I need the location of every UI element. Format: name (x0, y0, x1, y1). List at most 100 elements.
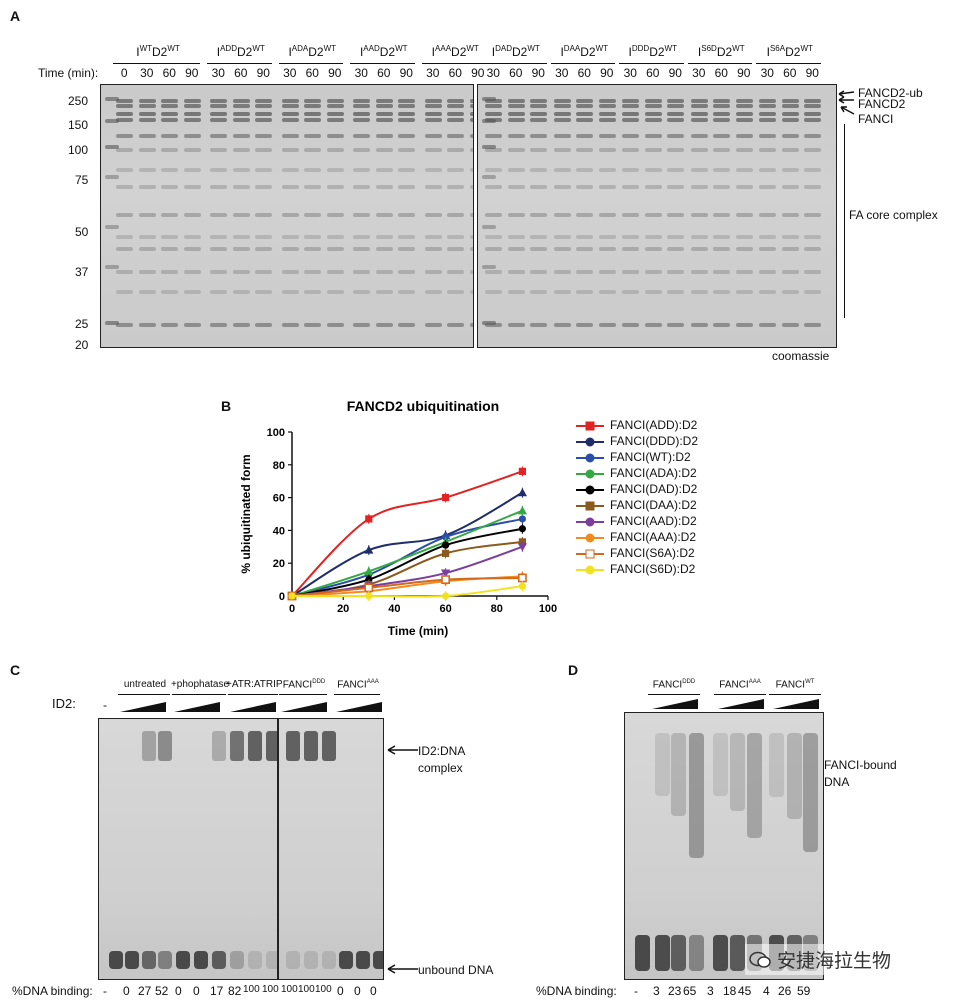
gel-band (210, 213, 227, 217)
gel-band (781, 104, 799, 108)
gel-band (804, 247, 821, 251)
concentration-wedge (120, 702, 166, 712)
gel-band (781, 148, 799, 152)
legend-item: FANCI(DAD):D2 (574, 482, 697, 496)
gel-band (485, 185, 502, 189)
bound-dna-smear (747, 733, 762, 838)
gel-band (507, 270, 525, 274)
lane-group-right-3-base: I (697, 45, 702, 59)
gel-band (232, 290, 250, 294)
gel-band (576, 213, 593, 217)
gel-band (398, 323, 415, 327)
complex-band (248, 731, 262, 761)
gel-band (138, 270, 156, 274)
gel-band (485, 168, 502, 172)
gel-band (469, 118, 473, 122)
time-label: Time (min): (38, 66, 99, 80)
gel-band (735, 168, 753, 172)
gel-band (485, 104, 502, 108)
data-point (441, 569, 451, 578)
binding-value: 27 (138, 984, 152, 998)
gel-band (398, 134, 415, 138)
gel-band (424, 99, 442, 103)
unbound-dna-band (248, 951, 262, 969)
gel-band (507, 213, 525, 217)
gel-band (622, 213, 639, 217)
gel-band (598, 118, 616, 122)
time-point: 60 (162, 66, 176, 80)
lane-group-left-1-sup: ADD (220, 44, 237, 53)
gel-band (690, 168, 708, 172)
time-point: 90 (531, 66, 545, 80)
gel-band (804, 104, 821, 108)
y-axis-label: % ubiquitinated form (239, 454, 253, 573)
time-point: 30 (555, 66, 569, 80)
gel-band (644, 235, 662, 239)
gel-band (553, 148, 571, 152)
data-point (517, 573, 527, 583)
gel-band (713, 118, 730, 122)
lane-group-left-3-base: I (359, 45, 364, 59)
gel-band (598, 235, 616, 239)
y-tick-label: 40 (273, 525, 285, 537)
gel-band (375, 213, 393, 217)
series-line-3 (291, 509, 523, 597)
time-point: 30 (760, 66, 774, 80)
legend-swatch (576, 565, 604, 575)
gel-band (469, 290, 473, 294)
gel-band (375, 168, 393, 172)
bound-dna-smear (671, 733, 686, 816)
lane-group-line (648, 694, 700, 695)
legend-label: FANCI(S6A):D2 (610, 546, 695, 560)
gel-band (232, 323, 250, 327)
time-point: 60 (234, 66, 248, 80)
gel-band (735, 99, 753, 103)
gel-band (530, 235, 547, 239)
unbound-dna-band (230, 951, 244, 969)
binding-value: 52 (155, 984, 169, 998)
gel-band (690, 185, 708, 189)
legend-item: FANCI(DAA):D2 (574, 498, 697, 512)
gel-band (326, 134, 344, 138)
gel-band (553, 112, 571, 116)
concentration-wedge (336, 702, 382, 712)
legend-swatch (576, 517, 604, 527)
gel-band (713, 270, 730, 274)
gel-band (232, 148, 250, 152)
gel-band (255, 235, 272, 239)
lane-group-c-name: untreated (123, 679, 167, 690)
unbound-dna-band (286, 951, 300, 969)
gel-band (781, 99, 799, 103)
gel-band (644, 185, 662, 189)
unbound-dna-band (304, 951, 318, 969)
gel-band (576, 104, 593, 108)
unbound-dna-band (109, 951, 123, 969)
gel-band (281, 185, 299, 189)
unbound-dna-band (176, 951, 190, 969)
unbound-dna-band (373, 951, 383, 969)
ladder-band (482, 265, 496, 269)
gel-band (804, 290, 821, 294)
gel-band (232, 112, 250, 116)
gel-band (447, 118, 464, 122)
gel-band (353, 112, 370, 116)
gel-band (447, 99, 464, 103)
ladder-band (105, 97, 119, 101)
gel-band (713, 235, 730, 239)
gel-band (759, 104, 776, 108)
gel-band (210, 134, 227, 138)
data-point (442, 541, 450, 549)
gel-band (759, 323, 776, 327)
gel-band (485, 290, 502, 294)
unbound-dna-band (142, 951, 156, 969)
gel-band (116, 118, 133, 122)
gel-band (183, 112, 201, 116)
gel-band (304, 112, 321, 116)
gel-band (281, 247, 299, 251)
lane-group-left-0-base: I (136, 45, 140, 59)
lane-group-line (550, 63, 615, 64)
binding-value: 100 (281, 984, 298, 995)
gel-band (781, 168, 799, 172)
time-point: 90 (471, 66, 485, 80)
gel-band (232, 104, 250, 108)
